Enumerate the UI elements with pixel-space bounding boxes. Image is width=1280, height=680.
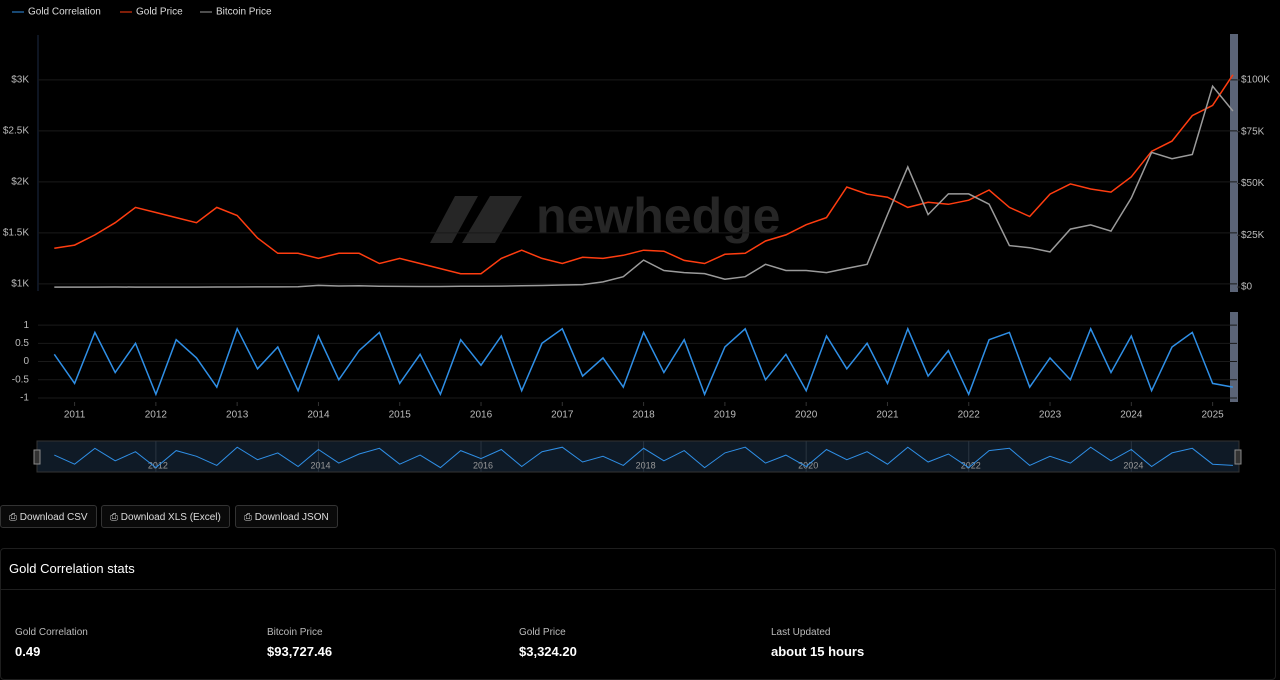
button-label: Download XLS (Excel) (120, 512, 221, 523)
x-tick-label: 2016 (470, 410, 493, 421)
stat-value: $93,727.46 (267, 644, 333, 659)
y2-tick-label: $100K (1241, 75, 1270, 86)
line-series (54, 84, 1234, 288)
navigator-tick-label: 2018 (636, 460, 656, 470)
navigator-handle[interactable] (1234, 449, 1242, 465)
y-tick-label: $2.5K (3, 126, 29, 137)
y2-tick-label: $75K (1241, 126, 1265, 137)
stat-value: about 15 hours (771, 644, 865, 659)
x-tick-label: 2023 (1039, 410, 1062, 421)
y2-tick-label: $25K (1241, 230, 1265, 241)
x-tick-label: 2022 (958, 410, 981, 421)
y-tick-label: -0.5 (12, 374, 30, 385)
stat: Gold Correlation 0.49 (15, 627, 88, 659)
stat: Gold Price $3,324.20 (519, 627, 577, 659)
y-tick-label: 0.5 (15, 338, 29, 349)
x-tick-label: 2018 (632, 410, 655, 421)
navigator-tick-label: 2016 (473, 460, 493, 470)
stat-value: $3,324.20 (519, 644, 577, 659)
navigator-tick-label: 2024 (1123, 460, 1143, 470)
line-series (53, 326, 1234, 397)
x-tick-label: 2011 (64, 410, 86, 421)
y2-tick-label: $50K (1241, 178, 1265, 189)
y-tick-label: 1 (23, 320, 29, 331)
x-tick-label: 2021 (876, 410, 899, 421)
navigator-series (54, 446, 1233, 469)
y-tick-label: -1 (20, 393, 29, 404)
x-tick-label: 2024 (1120, 410, 1143, 421)
y-tick-label: $3K (11, 75, 29, 86)
x-tick-label: 2015 (389, 410, 412, 421)
stat-label: Last Updated (771, 627, 831, 638)
y-tick-label: $1K (11, 279, 29, 290)
x-tick-label: 2014 (307, 410, 330, 421)
button[interactable]: ⎙ Download CSV (0, 505, 97, 528)
navigator-handle[interactable] (33, 449, 41, 465)
chart: Gold Correlation Gold Price Bitcoin Pric… (3, 7, 1270, 473)
x-tick-label: 2013 (226, 410, 249, 421)
navigator-tick-label: 2014 (310, 460, 330, 470)
y-tick-label: 0 (23, 356, 29, 367)
stats-title: Gold Correlation stats (9, 561, 135, 576)
x-tick-label: 2019 (714, 410, 737, 421)
line-series (54, 74, 1234, 275)
x-tick-label: 2025 (1201, 410, 1224, 421)
button-label: Download JSON (254, 512, 329, 523)
y2-tick-label: $0 (1241, 282, 1253, 293)
stat: Last Updated about 15 hours (771, 627, 864, 659)
scrollbar[interactable] (1230, 312, 1238, 402)
legend-label[interactable]: Bitcoin Price (216, 7, 272, 18)
stat: Bitcoin Price $93,727.46 (267, 627, 332, 659)
y-tick-label: $2K (11, 177, 29, 188)
watermark: newhedge (430, 188, 780, 244)
stat-label: Bitcoin Price (267, 627, 323, 638)
stat-label: Gold Correlation (15, 627, 88, 638)
x-tick-label: 2012 (145, 410, 168, 421)
x-tick-label: 2017 (551, 410, 574, 421)
separator (1, 589, 1275, 590)
stat-label: Gold Price (519, 627, 566, 638)
scrollbar[interactable] (1230, 34, 1238, 292)
stat-value: 0.49 (15, 644, 41, 659)
y-tick-label: $1.5K (3, 228, 29, 239)
button[interactable]: ⎙ Download JSON (235, 505, 338, 528)
button-label: Download CSV (19, 512, 88, 523)
button[interactable]: ⎙ Download XLS (Excel) (101, 505, 230, 528)
x-tick-label: 2020 (795, 410, 818, 421)
watermark-text: newhedge (536, 188, 780, 244)
navigator[interactable] (36, 440, 1240, 473)
legend-label[interactable]: Gold Correlation (28, 7, 101, 18)
stats-panel: Gold Correlation stats Gold Correlation 0… (0, 548, 1276, 680)
legend-label[interactable]: Gold Price (136, 7, 183, 18)
